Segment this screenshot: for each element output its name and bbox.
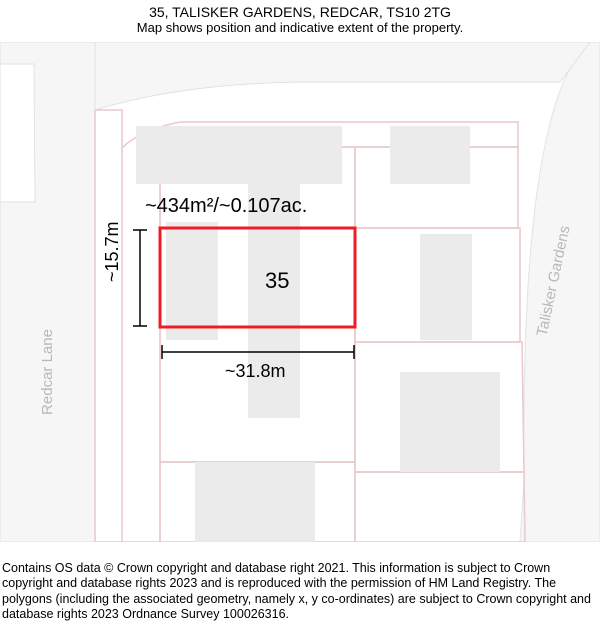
building bbox=[195, 462, 315, 542]
road-island bbox=[0, 64, 35, 202]
road-label-redcar-lane: Redcar Lane bbox=[39, 329, 56, 415]
building bbox=[390, 126, 470, 184]
area-label: ~434m²/~0.107ac. bbox=[145, 195, 307, 217]
dim-height-label: ~15.7m bbox=[102, 221, 122, 282]
page-title: 35, TALISKER GARDENS, REDCAR, TS10 2TG bbox=[0, 4, 600, 20]
building bbox=[166, 222, 218, 340]
page-subtitle: Map shows position and indicative extent… bbox=[0, 20, 600, 35]
header: 35, TALISKER GARDENS, REDCAR, TS10 2TG M… bbox=[0, 0, 600, 37]
property-map: 35 ~434m²/~0.107ac. ~15.7m ~31.8m Redcar Lan… bbox=[0, 42, 600, 542]
dim-width-label: ~31.8m bbox=[225, 361, 286, 381]
building bbox=[136, 126, 342, 184]
building bbox=[400, 372, 500, 472]
building bbox=[420, 234, 472, 340]
copyright-footer: Contains OS data © Crown copyright and d… bbox=[2, 561, 598, 624]
plot-number: 35 bbox=[265, 268, 289, 293]
